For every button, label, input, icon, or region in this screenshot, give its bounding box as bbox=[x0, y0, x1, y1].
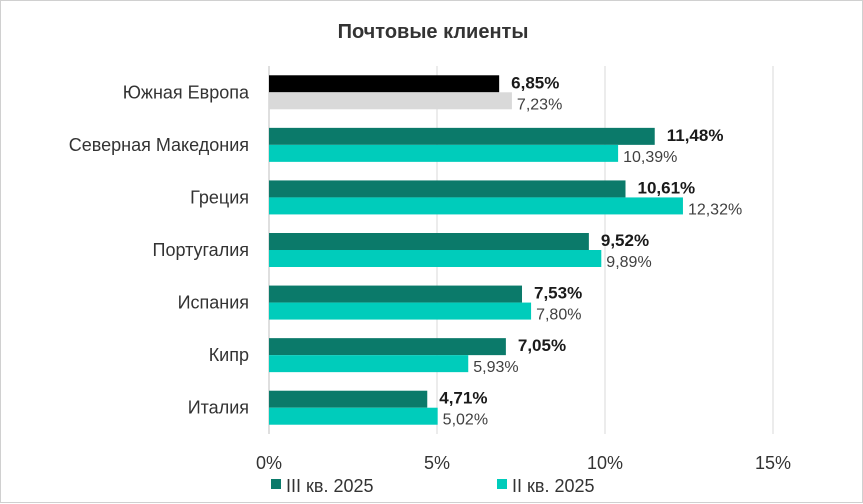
category-label: Греция bbox=[190, 187, 249, 207]
data-label: 7,05% bbox=[518, 336, 566, 355]
x-tick-label: 10% bbox=[587, 453, 623, 473]
bars bbox=[269, 75, 683, 425]
category-label: Италия bbox=[188, 398, 249, 418]
bar bbox=[269, 355, 469, 373]
x-tick-label: 5% bbox=[424, 453, 450, 473]
category-label: Испания bbox=[178, 293, 249, 313]
chart-title: Почтовые клиенты bbox=[338, 21, 529, 43]
data-label: 7,23% bbox=[517, 96, 562, 113]
category-label: Португалия bbox=[153, 240, 250, 260]
data-label: 7,80% bbox=[536, 307, 581, 324]
data-label: 4,71% bbox=[439, 389, 487, 408]
legend-label: II кв. 2025 bbox=[512, 476, 595, 496]
category-label: Южная Европа bbox=[123, 82, 250, 102]
x-tick-label: 15% bbox=[755, 453, 791, 473]
bar bbox=[269, 197, 683, 215]
bar bbox=[269, 338, 506, 356]
bar bbox=[269, 250, 602, 267]
data-label: 9,52% bbox=[601, 231, 649, 250]
data-label: 10,61% bbox=[637, 178, 695, 197]
bar bbox=[269, 127, 655, 145]
bar bbox=[269, 407, 438, 425]
data-label: 6,85% bbox=[511, 73, 559, 92]
category-label: Северная Македония bbox=[69, 135, 249, 155]
bar bbox=[269, 75, 500, 93]
bar bbox=[269, 180, 626, 198]
category-label: Кипр bbox=[209, 345, 249, 365]
bar bbox=[269, 285, 523, 303]
data-label: 10,39% bbox=[623, 149, 677, 166]
legend-swatch bbox=[271, 479, 281, 489]
x-tick-label: 0% bbox=[256, 453, 282, 473]
bar bbox=[269, 144, 619, 162]
data-label: 9,89% bbox=[606, 254, 651, 271]
data-label: 11,48% bbox=[667, 126, 724, 145]
data-label: 5,93% bbox=[473, 359, 518, 376]
bar bbox=[269, 233, 589, 250]
data-label: 12,32% bbox=[688, 201, 742, 218]
bar bbox=[269, 390, 428, 408]
legend-label: III кв. 2025 bbox=[286, 476, 374, 496]
bar bbox=[269, 302, 532, 320]
legend-swatch bbox=[497, 479, 507, 489]
legend: III кв. 2025 II кв. 2025 bbox=[271, 476, 595, 496]
data-label: 7,53% bbox=[534, 284, 582, 303]
labels: 0% 5% 10% 15% Южная Европа 6,85% 7,23% Северная… bbox=[69, 73, 791, 473]
data-label: 5,02% bbox=[443, 412, 488, 429]
bar bbox=[269, 92, 512, 110]
